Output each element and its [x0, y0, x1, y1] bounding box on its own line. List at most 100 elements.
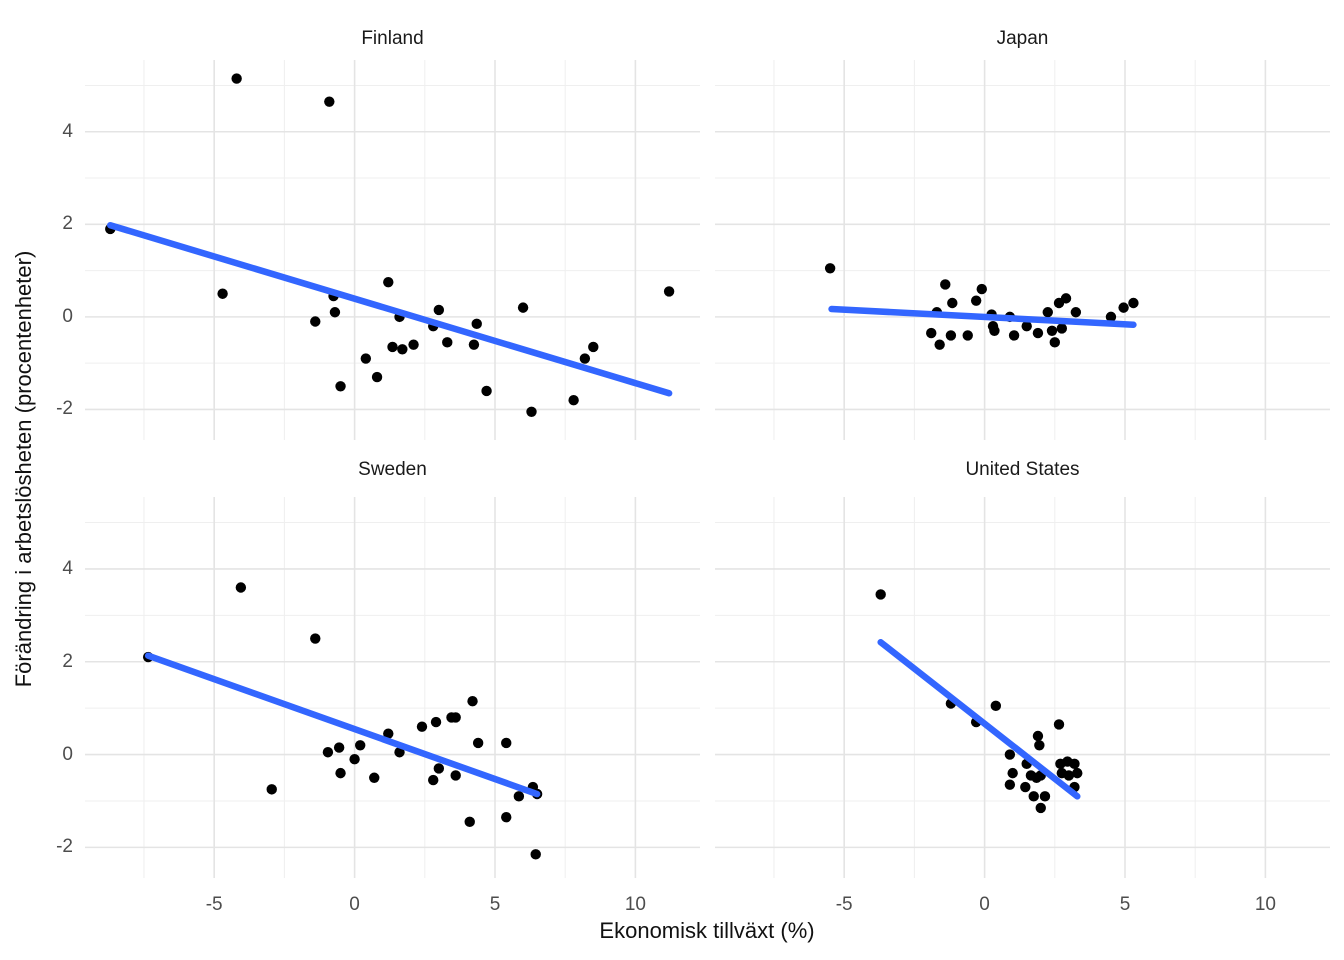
trend-line: [877, 639, 1081, 800]
y-tick-label: -2: [56, 398, 73, 420]
data-point: [579, 353, 591, 364]
data-point: [335, 381, 346, 392]
facet-panel-finland: [85, 60, 700, 440]
data-point: [926, 327, 937, 339]
y-tick-label: 2: [62, 213, 73, 235]
data-point: [397, 344, 408, 355]
data-point: [663, 286, 675, 297]
data-point: [1028, 791, 1039, 802]
data-point: [962, 330, 973, 341]
data-point: [517, 302, 529, 313]
data-point: [1034, 740, 1045, 751]
data-point: [310, 316, 321, 327]
data-point: [1128, 297, 1139, 309]
data-point: [333, 742, 345, 753]
y-tick-label: 0: [62, 743, 73, 765]
data-point: [1049, 337, 1060, 348]
data-point: [1060, 293, 1072, 304]
x-tick-label: 10: [624, 894, 646, 915]
data-point: [1042, 307, 1053, 318]
y-tick-label: 2: [62, 650, 73, 672]
facet-title-united-states: United States: [965, 459, 1080, 480]
data-point: [970, 295, 982, 306]
x-tick-label: 0: [349, 894, 360, 915]
data-point: [450, 770, 461, 781]
data-point: [383, 276, 394, 288]
data-point: [1046, 325, 1058, 336]
y-tick-label: 4: [62, 120, 73, 142]
data-point: [217, 288, 228, 299]
data-point: [349, 753, 360, 765]
facet-title-sweden: Sweden: [358, 459, 427, 480]
data-point: [387, 341, 398, 353]
x-tick-label: -5: [835, 894, 853, 915]
data-point: [1063, 770, 1075, 781]
data-point: [408, 339, 419, 350]
facet-title-finland: Finland: [361, 28, 424, 49]
data-point: [442, 337, 453, 348]
x-tick-label: 5: [1119, 894, 1131, 915]
x-axis-title: Ekonomisk tillväxt (%): [599, 918, 815, 943]
data-point: [940, 279, 951, 290]
y-tick-label: 4: [62, 557, 73, 579]
data-point: [322, 747, 334, 758]
data-point: [934, 339, 945, 350]
data-point: [468, 339, 480, 350]
data-point: [329, 307, 341, 318]
data-point: [360, 353, 372, 364]
data-point: [530, 849, 541, 860]
data-point: [266, 784, 277, 795]
data-point: [433, 763, 445, 774]
data-point: [568, 394, 579, 406]
trend-line: [107, 221, 673, 397]
data-point: [450, 712, 461, 723]
data-point: [371, 371, 383, 383]
trend-line: [828, 305, 1137, 329]
data-point: [1007, 767, 1018, 779]
data-point: [1070, 307, 1082, 318]
x-tick-label: 5: [489, 894, 501, 915]
data-point: [231, 73, 242, 84]
data-point: [588, 341, 599, 353]
facet-panel-sweden: [85, 497, 700, 878]
data-point: [1020, 781, 1031, 793]
data-point: [467, 695, 478, 707]
data-point: [1004, 749, 1016, 760]
data-point: [990, 700, 1002, 712]
data-point: [501, 737, 512, 749]
data-point: [1118, 302, 1129, 313]
data-point: [1035, 802, 1046, 814]
data-point: [433, 304, 445, 316]
data-point: [875, 589, 886, 600]
data-point: [1053, 719, 1065, 730]
data-point: [383, 728, 394, 739]
data-point: [501, 812, 512, 823]
x-tick-label: 0: [979, 894, 990, 915]
data-point: [526, 406, 537, 417]
data-point: [355, 740, 366, 751]
data-point: [394, 747, 405, 758]
data-point: [945, 330, 957, 341]
x-tick-label: 10: [1254, 894, 1276, 915]
x-tick-label: -5: [205, 894, 223, 915]
data-point: [471, 318, 482, 330]
trend-line: [144, 652, 541, 798]
data-point: [976, 283, 987, 295]
data-point: [369, 772, 380, 783]
data-point: [1105, 311, 1117, 323]
data-point: [513, 791, 525, 802]
data-point: [1039, 791, 1051, 802]
data-point: [235, 582, 247, 593]
y-tick-label: -2: [56, 836, 73, 858]
data-point: [481, 385, 492, 397]
data-point: [1004, 779, 1016, 790]
data-point: [430, 716, 442, 728]
data-point: [416, 721, 428, 732]
data-point: [472, 737, 484, 749]
data-point: [428, 774, 439, 786]
data-point: [989, 325, 1000, 336]
data-point: [1072, 767, 1083, 779]
data-point: [310, 633, 321, 644]
data-point: [1008, 330, 1020, 341]
data-point: [1021, 320, 1032, 332]
